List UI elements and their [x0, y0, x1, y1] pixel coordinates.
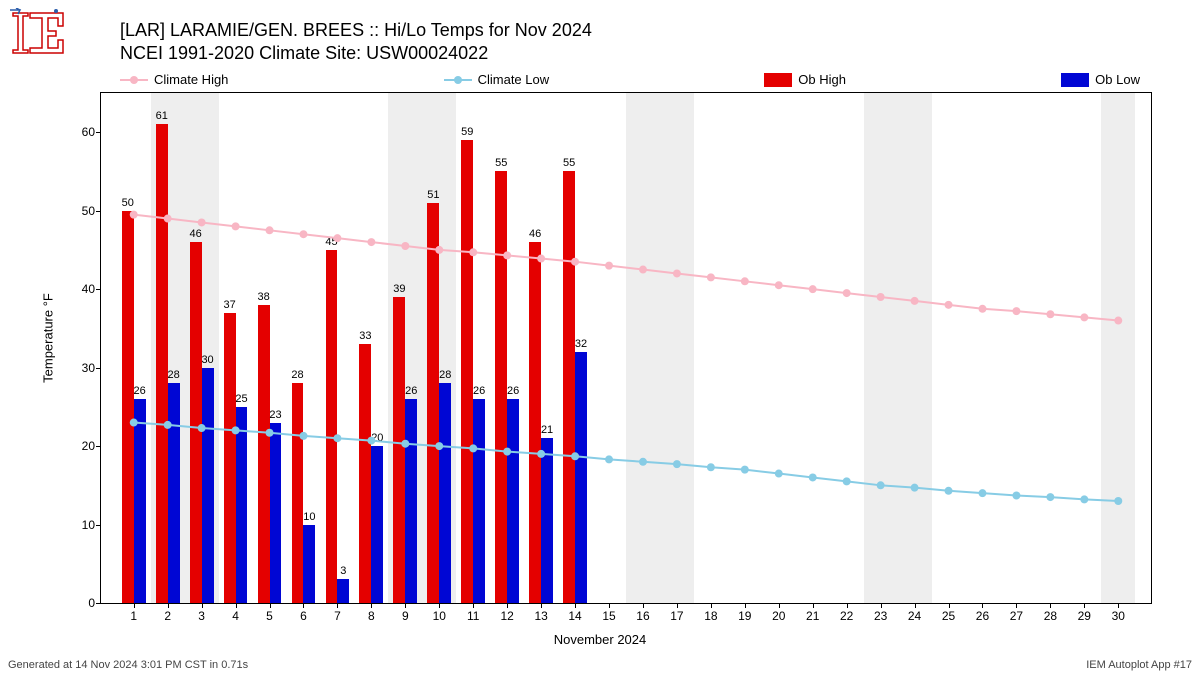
footer-app: IEM Autoplot App #17	[1086, 659, 1192, 671]
chart-area: 0102030405060123456789101112131415161718…	[100, 92, 1152, 604]
x-tick-label: 14	[568, 609, 581, 623]
x-tick-label: 18	[704, 609, 717, 623]
x-tick-label: 12	[500, 609, 513, 623]
x-tick-label: 15	[602, 609, 615, 623]
x-tick-label: 11	[467, 609, 479, 623]
x-tick-label: 1	[130, 609, 137, 623]
x-tick-label: 24	[908, 609, 921, 623]
chart-title: [LAR] LARAMIE/GEN. BREES :: Hi/Lo Temps …	[120, 20, 592, 41]
x-tick-label: 2	[164, 609, 171, 623]
x-tick-label: 3	[198, 609, 205, 623]
y-tick-label: 50	[82, 204, 95, 218]
climate-low-line	[101, 93, 1151, 603]
footer-generated: Generated at 14 Nov 2024 3:01 PM CST in …	[8, 659, 248, 671]
x-tick-label: 8	[368, 609, 375, 623]
iem-logo	[8, 8, 68, 58]
x-tick-label: 10	[433, 609, 446, 623]
x-tick-label: 6	[300, 609, 307, 623]
y-tick-label: 60	[82, 125, 95, 139]
y-tick-label: 10	[82, 518, 95, 532]
legend-climate-high: Climate High	[120, 72, 228, 87]
y-tick-label: 30	[82, 361, 95, 375]
x-tick-label: 26	[976, 609, 989, 623]
x-tick-label: 28	[1044, 609, 1057, 623]
x-tick-label: 29	[1078, 609, 1091, 623]
x-tick-label: 4	[232, 609, 239, 623]
y-tick-label: 20	[82, 439, 95, 453]
chart-subtitle: NCEI 1991-2020 Climate Site: USW00024022	[120, 43, 592, 64]
y-tick-label: 40	[82, 282, 95, 296]
x-tick-label: 23	[874, 609, 887, 623]
x-tick-label: 13	[534, 609, 547, 623]
x-tick-label: 19	[738, 609, 751, 623]
legend-climate-low: Climate Low	[444, 72, 550, 87]
x-tick-label: 20	[772, 609, 785, 623]
x-tick-label: 17	[670, 609, 683, 623]
legend-ob-high: Ob High	[764, 72, 846, 87]
y-tick-label: 0	[88, 596, 95, 610]
x-tick-label: 22	[840, 609, 853, 623]
x-tick-label: 21	[806, 609, 819, 623]
legend-ob-low: Ob Low	[1061, 72, 1140, 87]
x-tick-label: 9	[402, 609, 409, 623]
x-axis-label: November 2024	[554, 632, 647, 647]
x-tick-label: 5	[266, 609, 273, 623]
legend: Climate High Climate Low Ob High Ob Low	[120, 72, 1140, 87]
chart-title-block: [LAR] LARAMIE/GEN. BREES :: Hi/Lo Temps …	[120, 20, 592, 64]
x-tick-label: 7	[334, 609, 341, 623]
x-tick-label: 30	[1112, 609, 1125, 623]
x-tick-label: 25	[942, 609, 955, 623]
x-tick-label: 27	[1010, 609, 1023, 623]
x-tick-label: 16	[636, 609, 649, 623]
y-axis-label: Temperature °F	[41, 293, 56, 383]
